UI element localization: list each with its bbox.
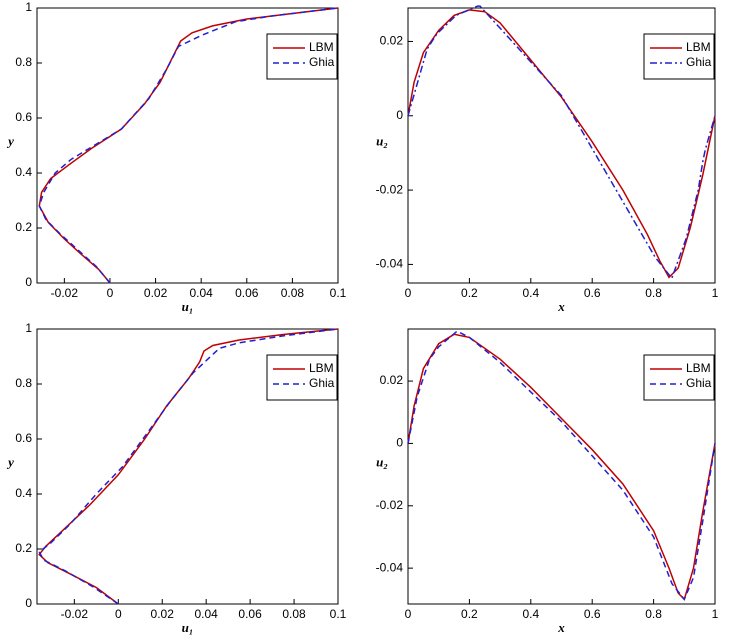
legend-label: Ghia	[686, 376, 712, 390]
x-tick-label: -0.02	[51, 286, 79, 300]
x-tick-label: 0.4	[522, 286, 539, 300]
x-tick-label: 0.1	[330, 607, 347, 621]
y-tick-label: 0	[25, 275, 32, 289]
x-tick-label: 0	[405, 607, 412, 621]
panel: -0.02 0 0.02 0.04 0.06 0.08 0.1 0 0.2 0.4 0.6 0.8 1 u…	[6, 0, 347, 314]
y-axis-label: y	[6, 134, 14, 149]
y-tick-label: 0.02	[380, 373, 404, 387]
x-tick-label: 0.2	[461, 607, 478, 621]
y-tick-label: -0.04	[376, 257, 404, 271]
x-tick-label: 0.6	[584, 607, 601, 621]
legend-box	[266, 33, 338, 80]
x-tick-label: -0.02	[61, 607, 89, 621]
x-axis-label: u₁	[182, 299, 194, 314]
y-tick-label: 0.6	[15, 110, 32, 124]
data-line	[38, 328, 339, 605]
plot-frame	[36, 328, 339, 605]
legend-box	[643, 33, 715, 80]
x-tick-label: 0.08	[282, 607, 306, 621]
y-tick-label: 0.2	[15, 220, 32, 234]
legend-label: LBM	[309, 361, 334, 375]
y-tick-label: -0.02	[376, 498, 404, 512]
data-line	[407, 333, 716, 601]
legend-box	[643, 354, 715, 401]
y-tick-label: 0	[396, 436, 403, 450]
y-tick-label: 0.2	[15, 541, 32, 555]
x-tick-label: 1	[712, 286, 719, 300]
y-tick-label: 0	[25, 596, 32, 610]
y-tick-label: 1	[25, 321, 32, 335]
data-line	[407, 9, 716, 279]
legend-label: Ghia	[309, 376, 335, 390]
x-tick-label: 0.1	[330, 286, 347, 300]
x-tick-label: 0.2	[461, 286, 478, 300]
x-tick-label: 0.4	[522, 607, 539, 621]
x-axis-label: x	[557, 620, 565, 635]
y-tick-label: 0.4	[15, 486, 32, 500]
x-tick-label: 0.6	[584, 286, 601, 300]
x-tick-label: 0.04	[194, 607, 218, 621]
x-tick-label: 0	[405, 286, 412, 300]
y-axis-label: u₂	[376, 455, 388, 470]
y-axis-label: y	[6, 455, 14, 470]
x-tick-label: 0.06	[235, 286, 259, 300]
panel: -0.02 0 0.02 0.04 0.06 0.08 0.1 0 0.2 0.4 0.6 0.8 1 u…	[6, 321, 347, 635]
y-axis-label: u₂	[376, 134, 388, 149]
plot-frame	[36, 7, 339, 284]
x-tick-label: 1	[712, 607, 719, 621]
x-tick-label: 0.04	[190, 286, 214, 300]
legend-label: LBM	[309, 40, 334, 54]
y-tick-label: -0.04	[376, 560, 404, 574]
legend-box	[266, 354, 338, 401]
legend-label: Ghia	[309, 55, 335, 69]
data-line	[407, 330, 716, 601]
legend-label: LBM	[686, 361, 711, 375]
x-axis-label: u₁	[182, 620, 194, 635]
x-tick-label: 0	[107, 286, 114, 300]
x-tick-label: 0.08	[281, 286, 305, 300]
x-axis-label: x	[557, 299, 565, 314]
x-tick-label: 0	[115, 607, 122, 621]
y-tick-label: 0.6	[15, 431, 32, 445]
y-tick-label: 0.8	[15, 376, 32, 390]
plot-frame	[407, 328, 716, 605]
y-tick-label: 0.4	[15, 165, 32, 179]
y-tick-label: 1	[25, 0, 32, 14]
y-tick-label: 0.02	[380, 34, 404, 48]
data-line	[407, 5, 716, 280]
data-line	[38, 328, 339, 605]
legend-label: Ghia	[686, 55, 712, 69]
x-tick-label: 0.8	[645, 607, 662, 621]
x-tick-label: 0.02	[151, 607, 175, 621]
plot-frame	[407, 7, 716, 284]
y-tick-label: -0.02	[376, 182, 404, 196]
x-tick-label: 0.06	[238, 607, 262, 621]
data-line	[38, 7, 339, 284]
y-tick-label: 0.8	[15, 55, 32, 69]
y-tick-label: 0	[396, 108, 403, 122]
x-tick-label: 0.8	[645, 286, 662, 300]
x-tick-label: 0.02	[144, 286, 168, 300]
legend-label: LBM	[686, 40, 711, 54]
